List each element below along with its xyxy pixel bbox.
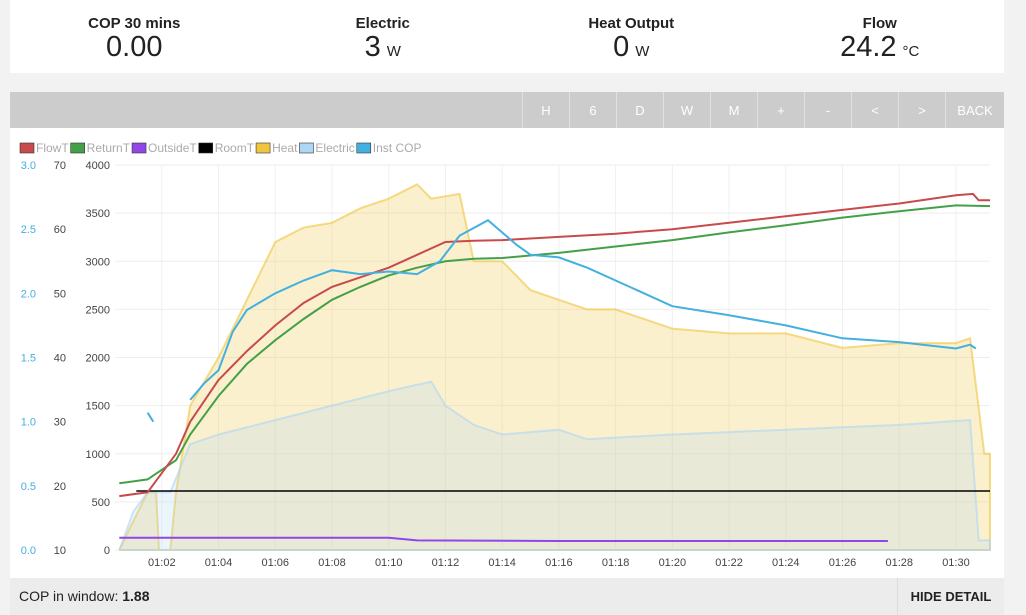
cop-axis-label: 2.0	[21, 288, 36, 300]
legend-heat: Heat	[272, 141, 298, 155]
stat-title: Electric	[355, 15, 410, 32]
hide-detail-button[interactable]: HIDE DETAIL	[897, 578, 1004, 615]
cop-window-label: COP in window:	[19, 588, 119, 604]
time-axis-label: 01:26	[829, 557, 857, 569]
chart[interactable]: FlowT ReturnT OutsideT RoomT Heat Electric Ins…	[10, 128, 1004, 578]
pan-left-button[interactable]: <	[851, 92, 898, 128]
power-axis-label: 500	[92, 497, 110, 509]
power-axis-label: 1500	[86, 401, 110, 413]
time-axis-label: 01:20	[659, 557, 687, 569]
legend-returnt: ReturnT	[87, 141, 131, 155]
time-axis-label: 01:10	[375, 557, 403, 569]
stat-title: Heat Output	[588, 15, 675, 32]
stat-value: 0	[613, 31, 630, 63]
inst-cop-series	[146, 218, 977, 423]
time-axis-label: 01:06	[261, 557, 289, 569]
temp-axis-label: 60	[54, 224, 66, 236]
time-axis-label: 01:12	[432, 557, 460, 569]
cop-window-value: 1.88	[122, 588, 150, 604]
heat-series	[118, 183, 991, 551]
zoom-in-button[interactable]: +	[757, 92, 804, 128]
back-button[interactable]: BACK	[945, 92, 1004, 128]
cop-axis-label: 0.0	[21, 545, 36, 557]
cop-axis-label: 2.5	[21, 224, 36, 236]
legend-outsidet: OutsideT	[148, 141, 197, 155]
time-axis-label: 01:24	[772, 557, 800, 569]
legend-swatch	[255, 142, 271, 154]
stat-unit: W	[386, 43, 401, 60]
time-axis-label: 01:08	[318, 557, 346, 569]
temp-axis-label: 50	[54, 288, 66, 300]
stat-cop-30: COP 30 mins 0.00	[10, 0, 259, 73]
legend-swatch	[131, 142, 147, 154]
electric-series	[118, 380, 991, 551]
stat-value: 3	[364, 31, 381, 63]
legend-swatch	[356, 142, 372, 154]
power-axis-label: 3000	[86, 256, 110, 268]
power-axis-label: 4000	[86, 160, 110, 172]
legend-swatch	[19, 142, 35, 154]
month-button[interactable]: M	[710, 92, 757, 128]
day-button[interactable]: D	[616, 92, 663, 128]
legend-inst-cop: Inst COP	[373, 141, 422, 155]
six-hour-button[interactable]: 6	[569, 92, 616, 128]
temp-axis-label: 70	[54, 160, 66, 172]
stat-electric: Electric 3 W	[259, 0, 508, 73]
flowt-series	[119, 192, 990, 498]
stat-unit: °C	[902, 43, 920, 60]
returnt-series	[119, 204, 991, 485]
time-axis-label: 01:30	[942, 557, 970, 569]
cop-axis-label: 1.5	[21, 353, 36, 365]
stat-flow: Flow 24.2 °C	[756, 0, 1005, 73]
power-axis-label: 2500	[86, 304, 110, 316]
time-axis-label: 01:18	[602, 557, 630, 569]
cop-axis-label: 0.5	[21, 481, 36, 493]
time-toolbar: H 6 D W M + - < > BACK	[10, 92, 1004, 128]
legend-swatch	[299, 142, 314, 154]
power-axis-label: 3500	[86, 208, 110, 220]
temp-axis-label: 10	[54, 545, 66, 557]
week-button[interactable]: W	[663, 92, 710, 128]
temp-axis-label: 40	[54, 353, 66, 365]
power-axis-label: 0	[104, 545, 110, 557]
hour-button[interactable]: H	[522, 92, 569, 128]
legend-swatch	[198, 142, 214, 154]
stat-title: Flow	[862, 15, 897, 32]
outsidet-series	[119, 536, 888, 542]
stat-value: 0.00	[106, 31, 163, 63]
time-axis-label: 01:14	[488, 557, 516, 569]
legend-roomt: RoomT	[215, 141, 255, 155]
power-axis-label: 2000	[86, 353, 110, 365]
cop-axis-label: 3.0	[21, 160, 36, 172]
time-axis-label: 01:16	[545, 557, 573, 569]
temp-axis-label: 20	[54, 481, 66, 493]
time-axis-label: 01:04	[205, 557, 233, 569]
time-axis-label: 01:28	[885, 557, 913, 569]
legend-flowt: FlowT	[36, 141, 69, 155]
legend-swatch	[70, 142, 85, 154]
chart-svg[interactable]: FlowT ReturnT OutsideT RoomT Heat Electric Ins…	[10, 128, 1004, 578]
stat-value: 24.2	[840, 31, 897, 63]
pan-right-button[interactable]: >	[898, 92, 945, 128]
legend-electric: Electric	[315, 141, 354, 155]
stats-panel: COP 30 mins 0.00 Electric 3 W Heat Output 0 W…	[10, 0, 1004, 73]
zoom-out-button[interactable]: -	[804, 92, 851, 128]
time-axis-label: 01:22	[715, 557, 743, 569]
power-axis-label: 1000	[86, 449, 110, 461]
cop-in-window: COP in window: 1.88	[19, 588, 149, 604]
stat-unit: W	[635, 43, 650, 60]
cop-axis-label: 1.0	[21, 417, 36, 429]
stat-heat-output: Heat Output 0 W	[507, 0, 756, 73]
stat-title: COP 30 mins	[88, 15, 181, 32]
time-axis-label: 01:02	[148, 557, 176, 569]
temp-axis-label: 30	[54, 417, 66, 429]
footer-bar: COP in window: 1.88 HIDE DETAIL	[10, 578, 1004, 615]
